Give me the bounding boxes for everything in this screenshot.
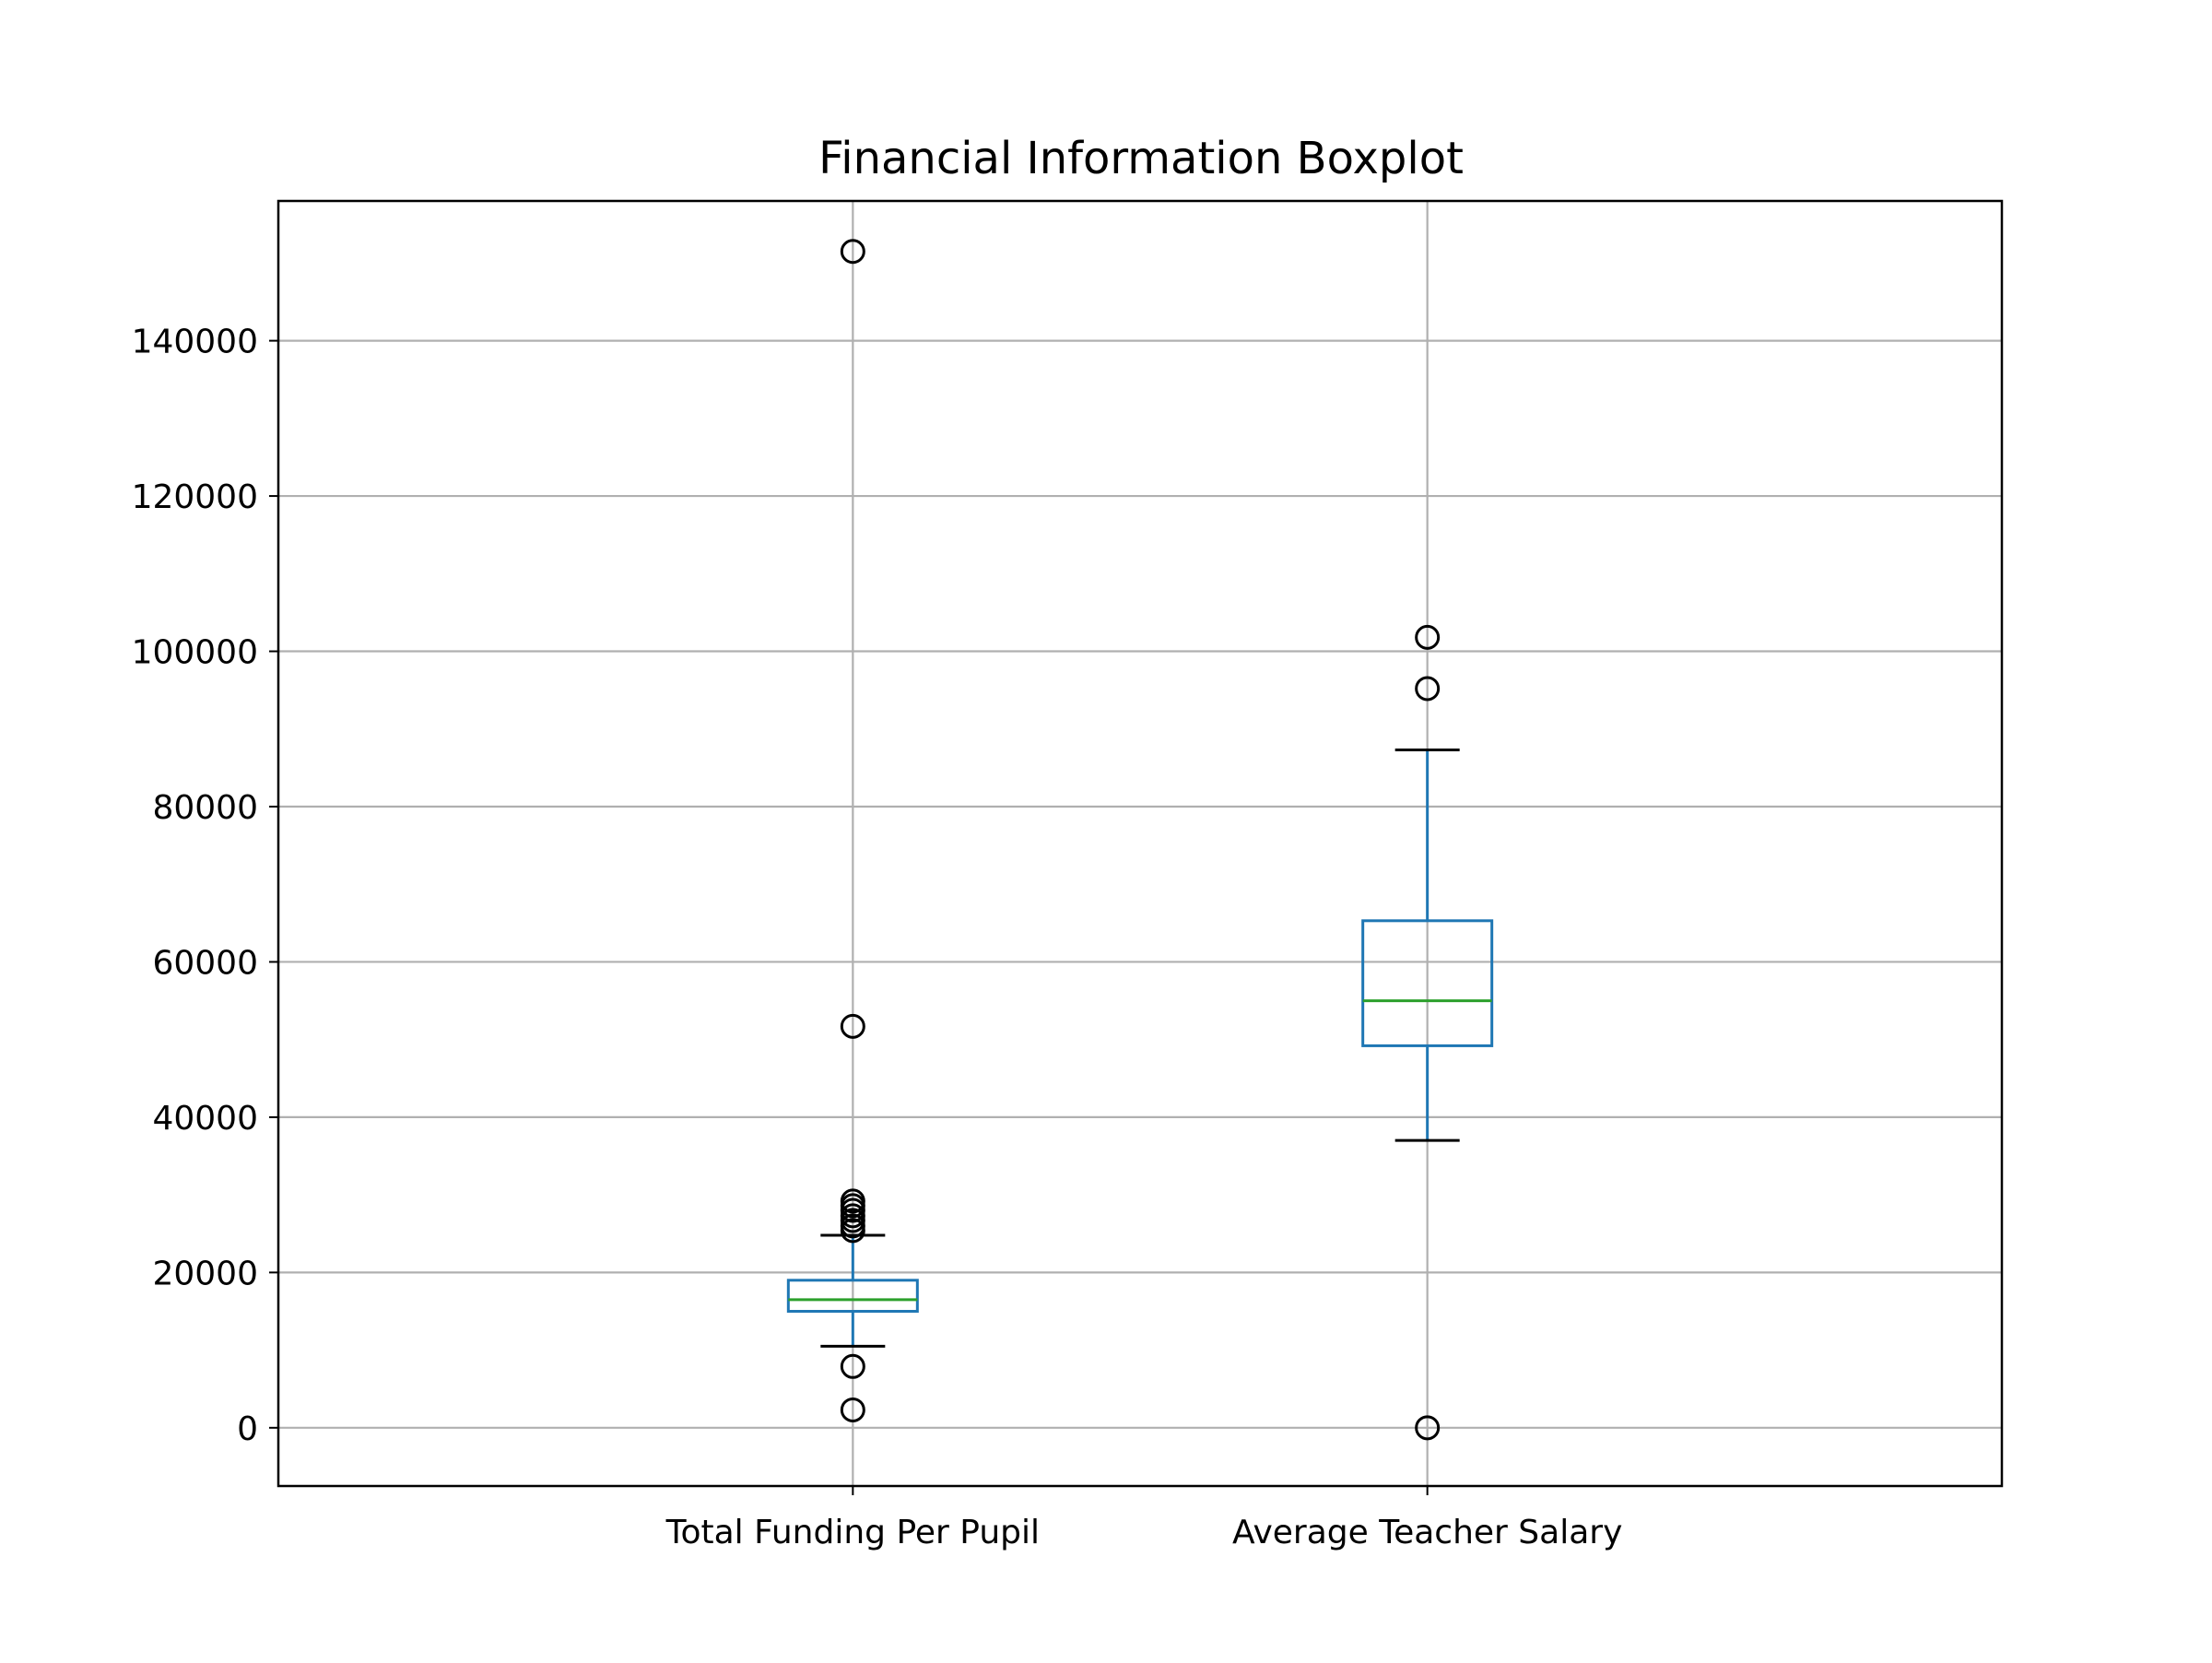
outlier-point: [1415, 676, 1441, 702]
box-layer: [786, 239, 1494, 1441]
x-tick-label: Total Funding Per Pupil: [665, 1514, 1040, 1551]
outlier-point: [840, 239, 865, 265]
chart-title: Financial Information Boxplot: [818, 133, 1464, 184]
tick-layer: 0 20000 40000 60000 80000 100000 120000 140000 T…: [132, 324, 1623, 1551]
y-tick-label: 20000: [152, 1255, 258, 1292]
y-tick-label: 120000: [132, 478, 258, 516]
y-tick-label: 100000: [132, 634, 258, 672]
x-tick-label: Average Teacher Salary: [1232, 1514, 1622, 1551]
outlier-point: [1415, 1415, 1441, 1441]
box-group: [786, 239, 919, 1422]
plot-frame: [276, 199, 2004, 1488]
y-tick-label: 0: [237, 1410, 258, 1448]
iqr-box: [1361, 919, 1494, 1047]
outlier-point: [840, 1353, 865, 1379]
y-tick-label: 80000: [152, 789, 258, 827]
y-tick-label: 60000: [152, 944, 258, 982]
outlier-point: [840, 1397, 865, 1422]
y-tick-label: 40000: [152, 1100, 258, 1138]
outlier-point: [1415, 624, 1441, 650]
y-tick-label: 140000: [132, 324, 258, 361]
grid-layer: [278, 201, 2002, 1486]
box-group: [1361, 624, 1494, 1441]
outlier-point: [840, 1013, 865, 1039]
outlier-point: [840, 1218, 865, 1244]
iqr-box: [786, 1279, 919, 1313]
